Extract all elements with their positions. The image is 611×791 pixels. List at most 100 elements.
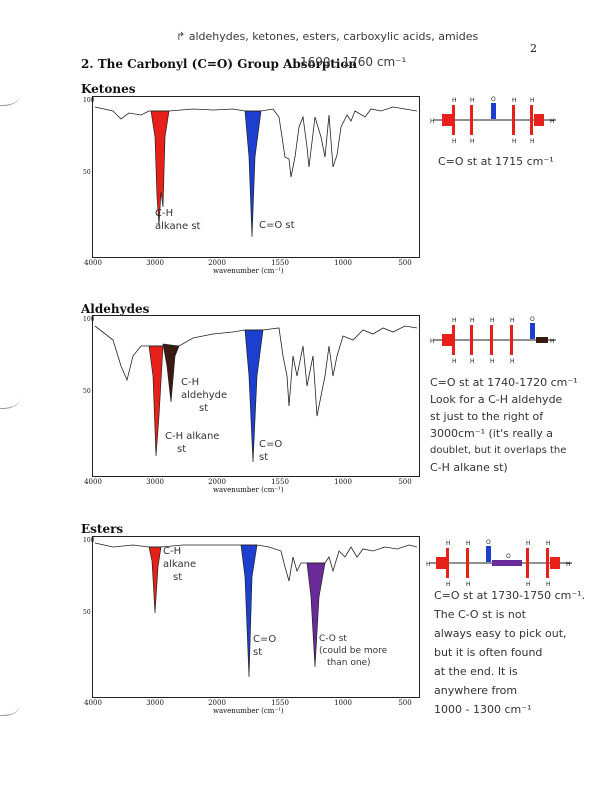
esters-note: C=O st at 1730-1750 cm⁻¹. The C-O st is …: [434, 586, 585, 719]
x-tick: 2000: [208, 699, 226, 707]
esters-note-line: 1000 - 1300 cm⁻¹: [434, 703, 532, 716]
x-tick: 4000: [84, 699, 102, 707]
svg-text:H: H: [490, 317, 495, 324]
aldehydes-ald-label: C-H aldehyde st: [181, 376, 227, 415]
esters-note-line: always easy to pick out,: [434, 627, 567, 640]
range-note: 1690 - 1760 cm⁻¹: [300, 55, 407, 69]
esters-note-line: but it is often found: [434, 646, 543, 659]
y-tick: 100: [83, 97, 95, 104]
arrow-icon: ↱: [176, 30, 189, 43]
aldehydes-co-label-line: C=O: [259, 439, 283, 450]
svg-text:O: O: [530, 316, 535, 323]
aldehydes-note: C=O st at 1740-1720 cm⁻¹ Look for a C-H …: [430, 374, 578, 476]
header-note-text: aldehydes, ketones, esters, carboxylic a…: [188, 30, 479, 43]
ketones-trace: [94, 106, 418, 178]
ketone-molecule: H H O H H H H H H H H: [430, 95, 560, 145]
x-tick: 1000: [334, 259, 352, 267]
aldehydes-note-line: C-H alkane st): [430, 461, 508, 474]
aldehydes-ald-label-line: C-H: [181, 377, 200, 388]
aldehydes-trace: [94, 325, 418, 417]
aldehydes-ch-peak: [148, 345, 164, 457]
esters-note-line: The C-O st is not: [434, 608, 526, 621]
y-tick: 100: [83, 316, 95, 323]
x-tick: 4000: [84, 478, 102, 486]
x-tick: 500: [398, 478, 412, 486]
ketones-title: Ketones: [81, 82, 136, 96]
svg-text:H: H: [526, 540, 531, 547]
aldehydes-alk-label-line: st: [177, 444, 187, 455]
x-tick: 1000: [334, 478, 352, 486]
x-axis-label: wavenumber (cm⁻¹): [213, 707, 284, 715]
esters-ch-label: C-H alkane st: [163, 545, 196, 584]
x-tick: 1550: [271, 259, 289, 267]
svg-text:H: H: [470, 97, 475, 104]
esters-co-label-line: st: [253, 647, 263, 658]
esters-cost-label: C-O st (could be more than one): [319, 633, 387, 669]
svg-text:H: H: [426, 561, 431, 568]
y-tick: 50: [83, 609, 91, 616]
x-tick: 1550: [271, 699, 289, 707]
esters-spectrum: 100 50 4000 3000 2000 1550 1000 500 wave…: [83, 536, 420, 715]
svg-text:O: O: [491, 96, 496, 103]
svg-text:H: H: [466, 581, 471, 588]
svg-text:H: H: [470, 358, 475, 365]
ketones-ch-peak: [150, 110, 170, 226]
ketones-ch-label: C-H alkane st: [155, 207, 200, 233]
aldehydes-ald-label-line: aldehyde: [181, 390, 228, 401]
esters-note-line: anywhere from: [434, 684, 518, 697]
x-axis-label: wavenumber (cm⁻¹): [213, 486, 284, 494]
svg-text:H: H: [490, 358, 495, 365]
aldehydes-alk-label: C-H alkane st: [165, 430, 219, 456]
x-tick: 1000: [334, 699, 352, 707]
svg-text:H: H: [430, 118, 435, 125]
svg-text:H: H: [526, 581, 531, 588]
aldehydes-ald-label-line: st: [199, 403, 209, 414]
aldehydes-co-label-line: st: [259, 452, 269, 463]
esters-co-label-line: C=O: [253, 634, 277, 645]
header-note: ↱ aldehydes, ketones, esters, carboxylic…: [176, 30, 478, 43]
aldehydes-note-line: doublet, but it overlaps the: [430, 445, 567, 456]
x-tick: 1550: [271, 478, 289, 486]
aldehydes-note-line: 3000cm⁻¹ (it's really a: [430, 427, 554, 440]
svg-text:H: H: [452, 358, 457, 365]
svg-text:H: H: [430, 338, 435, 345]
x-tick: 2000: [208, 259, 226, 267]
binder-hole: [0, 85, 20, 106]
ketones-spectrum: 100 50 4000 3000 2000 1550 1000 500 wave…: [83, 96, 420, 275]
svg-text:H: H: [452, 317, 457, 324]
esters-ch-label-line: alkane: [163, 559, 197, 570]
svg-text:H: H: [550, 338, 555, 345]
ketones-note: C=O st at 1715 cm⁻¹: [438, 155, 554, 168]
x-tick: 3000: [146, 699, 164, 707]
svg-text:H: H: [510, 358, 515, 365]
svg-text:H: H: [566, 561, 571, 568]
y-tick: 50: [83, 388, 91, 395]
esters-cost-label-line: (could be more: [319, 646, 388, 656]
svg-text:H: H: [550, 118, 555, 125]
ketones-ch-label-line: alkane st: [155, 221, 201, 232]
aldehydes-note-line: C=O st at 1740-1720 cm⁻¹: [430, 376, 578, 389]
page-number: 2: [530, 42, 537, 55]
esters-title: Esters: [81, 522, 124, 536]
aldehydes-co-label: C=O st: [259, 438, 282, 464]
svg-text:H: H: [510, 317, 515, 324]
aldehyde-molecule: H H H H O H H H H H H: [430, 315, 560, 365]
esters-ch-peak: [148, 546, 162, 614]
binder-hole: [0, 695, 20, 716]
svg-text:H: H: [452, 138, 457, 145]
x-axis-label: wavenumber (cm⁻¹): [213, 267, 284, 275]
svg-text:O: O: [506, 553, 511, 560]
aldehydes-spectrum: 100 50 4000 3000 2000 1550 1000 500 wave…: [83, 315, 420, 494]
svg-text:H: H: [512, 97, 517, 104]
svg-text:H: H: [446, 581, 451, 588]
esters-co-label: C=O st: [253, 633, 276, 659]
x-tick: 3000: [146, 259, 164, 267]
x-tick: 500: [398, 259, 412, 267]
esters-cost-label-line: C-O st: [319, 634, 347, 644]
svg-text:H: H: [530, 138, 535, 145]
aldehydes-note-line: Look for a C-H aldehyde: [430, 393, 563, 406]
ester-molecule: H H O H H H H H H H H O: [426, 538, 576, 588]
ketones-co-label: C=O st: [259, 220, 295, 231]
svg-text:H: H: [470, 317, 475, 324]
aldehydes-alk-label-line: C-H alkane: [165, 431, 220, 442]
